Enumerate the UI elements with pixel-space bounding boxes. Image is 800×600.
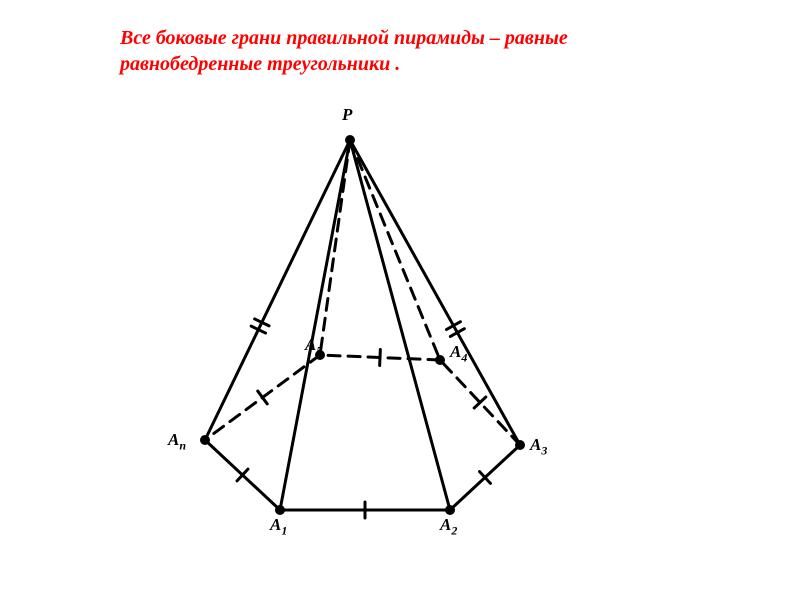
- label-A3: А3: [530, 435, 547, 458]
- pyramid-diagram: PА1А2А3А4А5Аn: [120, 110, 620, 560]
- label-A1: А1: [270, 515, 287, 538]
- diagram-svg: [120, 110, 620, 560]
- label-A5: А5: [305, 335, 322, 358]
- vertices: [200, 135, 525, 515]
- label-An: Аn: [168, 430, 186, 453]
- label-A4: А4: [450, 342, 467, 365]
- label-P: P: [342, 105, 352, 125]
- label-A2: А2: [440, 515, 457, 538]
- title-text: Все боковые грани правильной пирамиды – …: [120, 25, 680, 77]
